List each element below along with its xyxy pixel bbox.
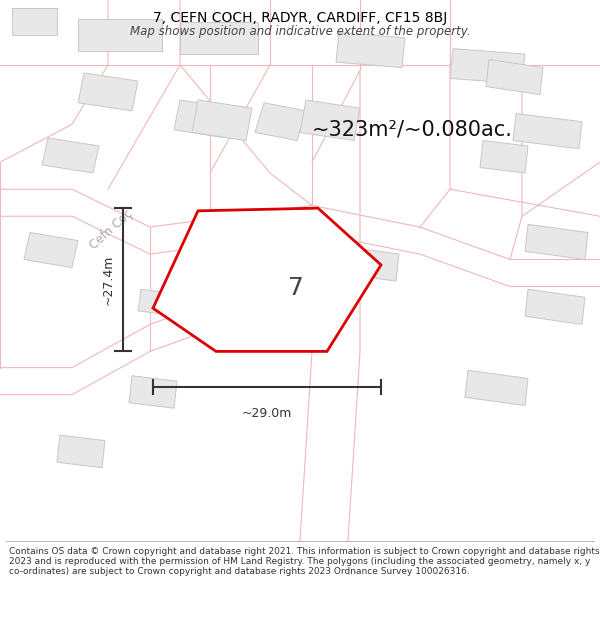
Polygon shape	[192, 100, 252, 141]
Polygon shape	[525, 224, 588, 259]
Text: Contains OS data © Crown copyright and database right 2021. This information is : Contains OS data © Crown copyright and d…	[9, 546, 599, 576]
Text: ~29.0m: ~29.0m	[242, 407, 292, 420]
Polygon shape	[180, 22, 258, 54]
Text: Cefn Coç: Cefn Coç	[87, 208, 135, 252]
Polygon shape	[24, 232, 78, 268]
Polygon shape	[300, 100, 360, 141]
Text: Map shows position and indicative extent of the property.: Map shows position and indicative extent…	[130, 24, 470, 38]
Polygon shape	[525, 289, 585, 324]
Polygon shape	[78, 73, 138, 111]
Polygon shape	[129, 376, 177, 408]
Polygon shape	[255, 102, 306, 141]
Text: ~323m²/~0.080ac.: ~323m²/~0.080ac.	[312, 120, 513, 140]
Text: ~27.4m: ~27.4m	[101, 254, 115, 305]
Text: 7, CEFN COCH, RADYR, CARDIFF, CF15 8BJ: 7, CEFN COCH, RADYR, CARDIFF, CF15 8BJ	[153, 11, 447, 25]
Polygon shape	[258, 249, 309, 281]
Polygon shape	[450, 49, 525, 84]
Polygon shape	[465, 371, 528, 406]
Polygon shape	[174, 100, 231, 138]
Polygon shape	[480, 141, 528, 173]
Polygon shape	[513, 114, 582, 149]
Text: 7: 7	[287, 276, 304, 300]
Polygon shape	[486, 59, 543, 94]
Polygon shape	[78, 19, 162, 51]
Polygon shape	[153, 208, 381, 351]
Polygon shape	[336, 32, 405, 68]
Polygon shape	[138, 289, 183, 316]
Polygon shape	[357, 249, 399, 281]
Polygon shape	[57, 435, 105, 468]
Polygon shape	[42, 138, 99, 173]
Polygon shape	[12, 8, 57, 35]
